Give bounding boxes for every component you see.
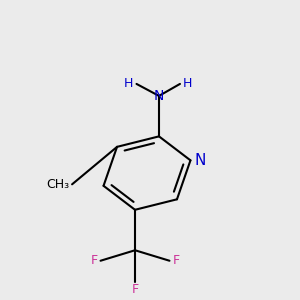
Text: H: H bbox=[124, 77, 134, 90]
Text: N: N bbox=[195, 153, 206, 168]
Text: H: H bbox=[183, 77, 192, 90]
Text: N: N bbox=[154, 89, 164, 103]
Text: CH₃: CH₃ bbox=[46, 178, 69, 191]
Text: F: F bbox=[131, 283, 139, 296]
Text: F: F bbox=[172, 254, 180, 267]
Text: F: F bbox=[90, 254, 98, 267]
